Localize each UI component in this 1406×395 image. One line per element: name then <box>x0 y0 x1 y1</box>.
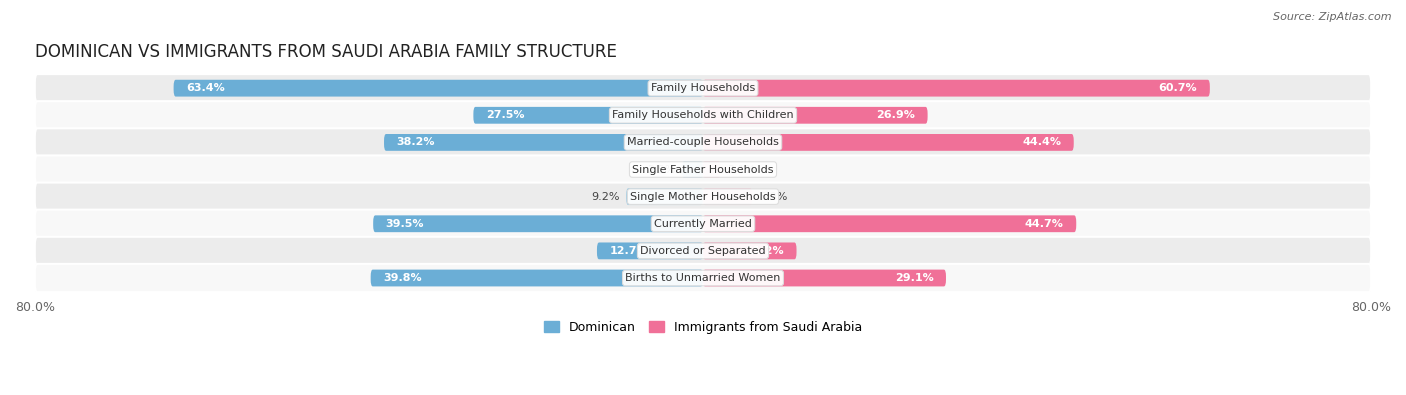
FancyBboxPatch shape <box>682 161 703 178</box>
FancyBboxPatch shape <box>35 101 1371 130</box>
FancyBboxPatch shape <box>703 243 797 259</box>
FancyBboxPatch shape <box>35 155 1371 184</box>
FancyBboxPatch shape <box>35 182 1371 211</box>
Text: 38.2%: 38.2% <box>396 137 434 147</box>
FancyBboxPatch shape <box>703 188 752 205</box>
Text: 63.4%: 63.4% <box>186 83 225 93</box>
FancyBboxPatch shape <box>373 215 703 232</box>
Text: 9.2%: 9.2% <box>591 192 620 202</box>
Text: Family Households with Children: Family Households with Children <box>612 110 794 120</box>
FancyBboxPatch shape <box>384 134 703 151</box>
Text: 12.7%: 12.7% <box>609 246 648 256</box>
FancyBboxPatch shape <box>626 188 703 205</box>
FancyBboxPatch shape <box>371 270 703 286</box>
FancyBboxPatch shape <box>703 80 1209 96</box>
Text: 39.8%: 39.8% <box>384 273 422 283</box>
Text: 2.5%: 2.5% <box>647 165 675 175</box>
FancyBboxPatch shape <box>703 107 928 124</box>
FancyBboxPatch shape <box>173 80 703 96</box>
Text: Source: ZipAtlas.com: Source: ZipAtlas.com <box>1274 12 1392 22</box>
FancyBboxPatch shape <box>598 243 703 259</box>
Text: Currently Married: Currently Married <box>654 219 752 229</box>
FancyBboxPatch shape <box>474 107 703 124</box>
Text: 60.7%: 60.7% <box>1159 83 1198 93</box>
FancyBboxPatch shape <box>35 264 1371 292</box>
Text: 27.5%: 27.5% <box>486 110 524 120</box>
Text: 29.1%: 29.1% <box>894 273 934 283</box>
Text: Married-couple Households: Married-couple Households <box>627 137 779 147</box>
Text: Single Father Households: Single Father Households <box>633 165 773 175</box>
Text: DOMINICAN VS IMMIGRANTS FROM SAUDI ARABIA FAMILY STRUCTURE: DOMINICAN VS IMMIGRANTS FROM SAUDI ARABI… <box>35 43 617 61</box>
FancyBboxPatch shape <box>35 128 1371 156</box>
Text: Divorced or Separated: Divorced or Separated <box>640 246 766 256</box>
Text: Single Mother Households: Single Mother Households <box>630 192 776 202</box>
Text: 2.1%: 2.1% <box>727 165 755 175</box>
Legend: Dominican, Immigrants from Saudi Arabia: Dominican, Immigrants from Saudi Arabia <box>538 316 868 339</box>
FancyBboxPatch shape <box>35 237 1371 265</box>
FancyBboxPatch shape <box>35 210 1371 238</box>
FancyBboxPatch shape <box>703 270 946 286</box>
Text: Births to Unmarried Women: Births to Unmarried Women <box>626 273 780 283</box>
Text: 26.9%: 26.9% <box>876 110 915 120</box>
Text: 11.2%: 11.2% <box>745 246 785 256</box>
FancyBboxPatch shape <box>35 74 1371 102</box>
Text: Family Households: Family Households <box>651 83 755 93</box>
Text: 44.4%: 44.4% <box>1022 137 1062 147</box>
Text: 39.5%: 39.5% <box>385 219 425 229</box>
FancyBboxPatch shape <box>703 215 1076 232</box>
FancyBboxPatch shape <box>703 134 1074 151</box>
Text: 44.7%: 44.7% <box>1025 219 1064 229</box>
FancyBboxPatch shape <box>703 161 720 178</box>
Text: 5.9%: 5.9% <box>759 192 787 202</box>
